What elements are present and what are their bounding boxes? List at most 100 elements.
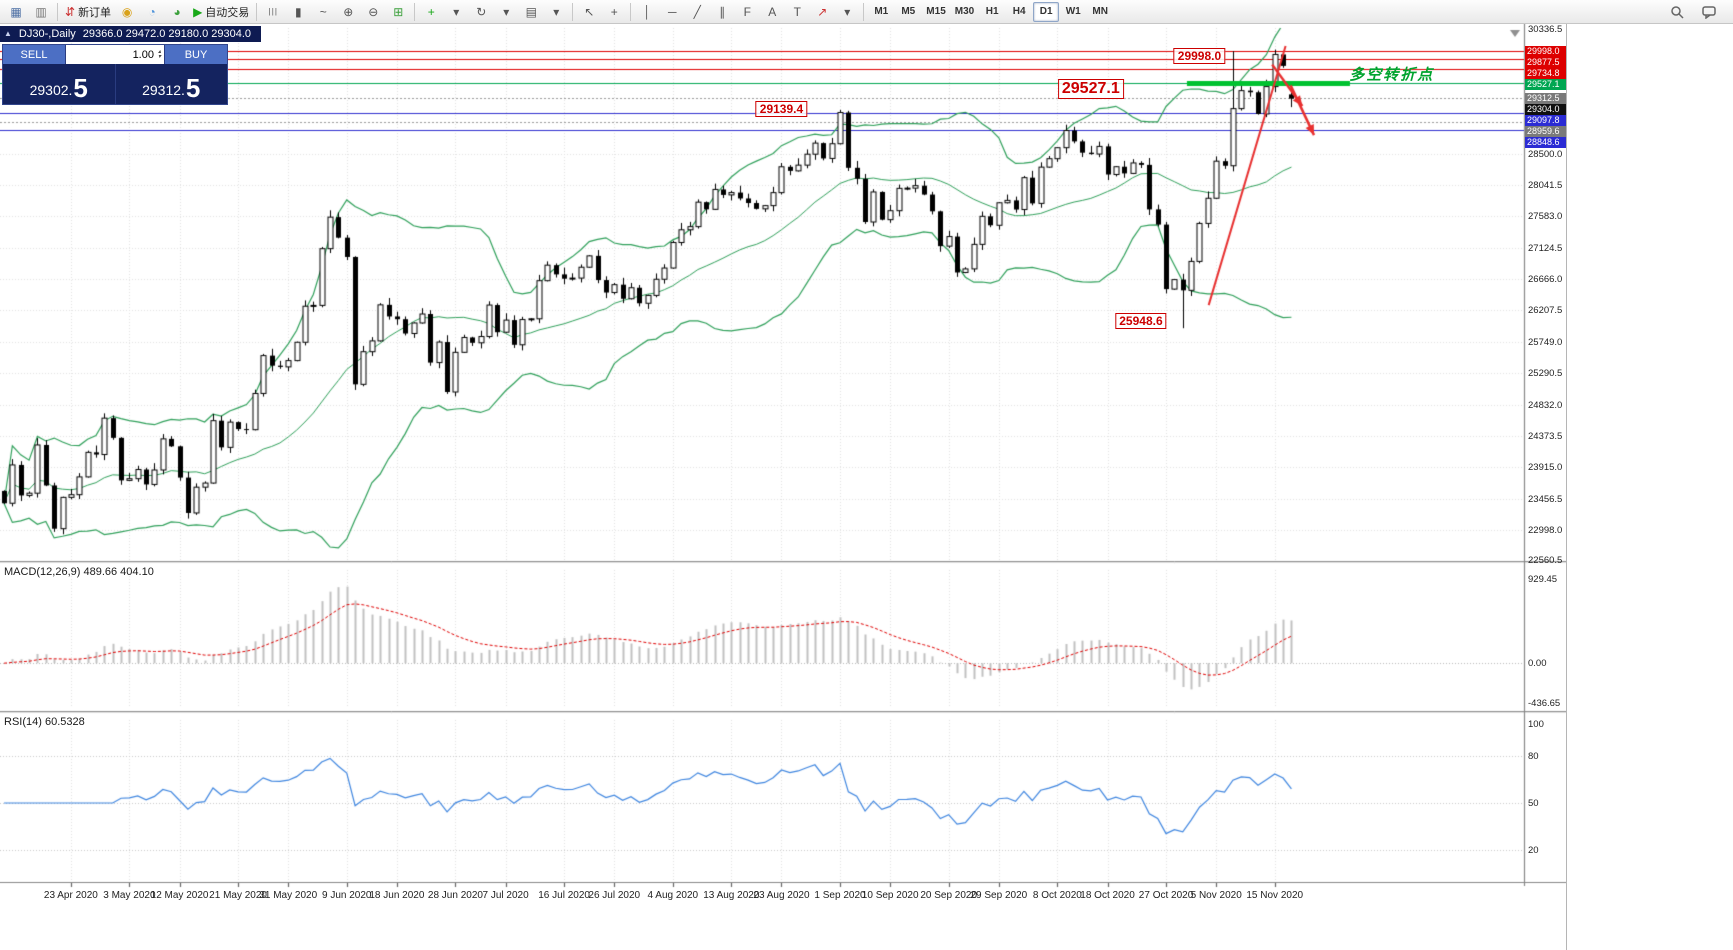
equidistant-channel-icon: ∥: [719, 4, 726, 19]
x-axis-label: 1 Sep 2020: [814, 890, 866, 901]
timeframe-h1[interactable]: H1: [985, 6, 999, 17]
buy-button[interactable]: BUY: [165, 45, 227, 64]
timeframe-h4[interactable]: H4: [1012, 6, 1026, 17]
x-axis-label: 23 Apr 2020: [43, 890, 98, 901]
timeframe-m30[interactable]: M30: [954, 6, 975, 17]
price-tag: 29998.0: [1525, 45, 1566, 57]
y-axis-tick: 26207.5: [1528, 305, 1563, 317]
x-axis-label: 16 Jul 2020: [538, 890, 590, 901]
mql5-funds-icon: ◉: [121, 4, 133, 19]
templates-menu-button[interactable]: ▾: [544, 1, 568, 23]
volume-up-button[interactable]: ▴: [157, 48, 161, 55]
volume-stepper[interactable]: 1.00 ▴ ▾: [65, 45, 165, 64]
sell-price-big-digit: 5: [73, 73, 88, 103]
templates-icon: ▤: [525, 4, 537, 19]
candlestick-mode-button[interactable]: ▮: [286, 1, 310, 23]
text-icon: A: [768, 4, 777, 19]
x-axis-label: 21 May 2020: [209, 890, 267, 901]
new-chart-button[interactable]: ▦: [4, 1, 28, 23]
annotation-low-25948[interactable]: 25948.6: [1115, 313, 1167, 330]
note-label[interactable]: 多空转折点: [1349, 66, 1435, 84]
buy-price[interactable]: 29312. 5: [114, 64, 228, 104]
macd-axis-tick: 929.45: [1528, 573, 1558, 585]
price-chart-canvas[interactable]: [0, 24, 1566, 950]
chart-profiles-button[interactable]: ▥: [29, 1, 53, 23]
zoom-out-button[interactable]: ⊖: [361, 1, 385, 23]
annotation-high-29139[interactable]: 29139.4: [755, 101, 808, 118]
x-axis-label: 10 Sep 2020: [861, 890, 919, 901]
crosshair-icon: +: [610, 4, 618, 19]
macd-axis-tick: 0.00: [1528, 658, 1547, 670]
cycles-icon: ↻: [476, 4, 487, 19]
tile-windows-button[interactable]: ⊞: [386, 1, 410, 23]
new-order-icon: ⇵: [65, 4, 76, 19]
x-axis-label: 7 Jul 2020: [482, 890, 529, 901]
fibonacci-button[interactable]: F: [735, 1, 759, 23]
x-axis-label: 23 Aug 2020: [753, 890, 810, 901]
equidistant-channel-button[interactable]: ∥: [710, 1, 734, 23]
y-axis-tick: 28041.5: [1528, 180, 1563, 191]
sell-button[interactable]: SELL: [3, 45, 65, 64]
horizontal-line-button[interactable]: ─: [660, 1, 684, 23]
trendline-button[interactable]: ╱: [685, 1, 709, 23]
new-chart-icon: ▦: [10, 4, 22, 19]
tile-windows-icon: ⊞: [393, 4, 404, 19]
zoom-out-icon: ⊖: [368, 4, 379, 19]
x-axis-label: 5 Nov 2020: [1190, 890, 1242, 901]
bar-chart-mode-icon: |||: [268, 6, 278, 16]
cursor-button[interactable]: ↖: [577, 1, 601, 23]
vertical-line-button[interactable]: │: [635, 1, 659, 23]
templates-menu-icon: ▾: [553, 4, 560, 19]
templates-button[interactable]: ▤: [519, 1, 543, 23]
arrows-menu-button[interactable]: ▾: [835, 1, 859, 23]
mql5-funds-button[interactable]: ◉: [115, 1, 139, 23]
y-axis-tick: 27124.5: [1528, 242, 1563, 254]
x-axis-label: 26 Jul 2020: [588, 890, 641, 901]
one-click-trading-panel: SELL 1.00 ▴ ▾ BUY 29302. 5 29312. 5: [2, 44, 228, 105]
collapse-icon[interactable]: ▲: [4, 29, 12, 38]
indicators-list-icon: +: [427, 4, 435, 19]
text-label-icon: T: [793, 4, 801, 19]
crosshair-button[interactable]: +: [602, 1, 626, 23]
chat-button[interactable]: [1697, 1, 1721, 23]
price-tag: 29097.8: [1525, 114, 1566, 126]
cycles-button[interactable]: ↻: [469, 1, 493, 23]
virtual-hosting-button[interactable]: ◔: [140, 1, 164, 23]
indicators-menu-button[interactable]: ▾: [444, 1, 468, 23]
zoom-in-button[interactable]: ⊕: [336, 1, 360, 23]
virtual-hosting-icon: ◔: [148, 4, 156, 19]
annotation-high-29998[interactable]: 29998.0: [1173, 47, 1226, 64]
community-button[interactable]: ◕: [165, 1, 189, 23]
timeframe-d1[interactable]: D1: [1033, 1, 1060, 22]
y-axis-tick: 23915.0: [1528, 462, 1563, 474]
annotation-pivot-29527[interactable]: 29527.1: [1057, 78, 1124, 99]
timeframe-m15[interactable]: M15: [926, 6, 946, 17]
search-button[interactable]: [1665, 1, 1689, 23]
timeframe-m1[interactable]: M1: [874, 6, 889, 17]
x-axis-label: 18 Oct 2020: [1080, 890, 1135, 901]
volume-value: 1.00: [132, 48, 154, 61]
text-label-button[interactable]: T: [785, 1, 809, 23]
rsi-axis-tick: 50: [1528, 798, 1539, 809]
timeframe-w1[interactable]: W1: [1065, 6, 1081, 17]
sell-price[interactable]: 29302. 5: [3, 64, 115, 104]
timeframe-m5[interactable]: M5: [901, 6, 916, 17]
cycles-menu-button[interactable]: ▾: [494, 1, 518, 23]
timeframe-mn[interactable]: MN: [1092, 6, 1108, 17]
x-axis-label: 28 Jun 2020: [427, 890, 483, 901]
toolbar-separator: [572, 2, 574, 21]
new-order-button[interactable]: ⇵ 新订单: [62, 1, 114, 23]
line-chart-mode-button[interactable]: ~: [311, 1, 335, 23]
price-tag: 29734.8: [1525, 67, 1566, 79]
new-order-label: 新订单: [78, 6, 112, 19]
indicators-list-button[interactable]: +: [419, 1, 443, 23]
auto-trading-label: 自动交易: [205, 6, 250, 19]
volume-down-button[interactable]: ▾: [157, 53, 161, 60]
vertical-line-icon: │: [643, 4, 652, 19]
y-axis-tick: 22998.0: [1528, 525, 1563, 537]
text-button[interactable]: A: [760, 1, 784, 23]
toolbar-separator: [256, 2, 258, 21]
bar-chart-mode-button[interactable]: |||: [261, 1, 285, 23]
arrows-tool-button[interactable]: ↗: [810, 1, 834, 23]
auto-trading-button[interactable]: ▶ 自动交易: [190, 1, 252, 23]
